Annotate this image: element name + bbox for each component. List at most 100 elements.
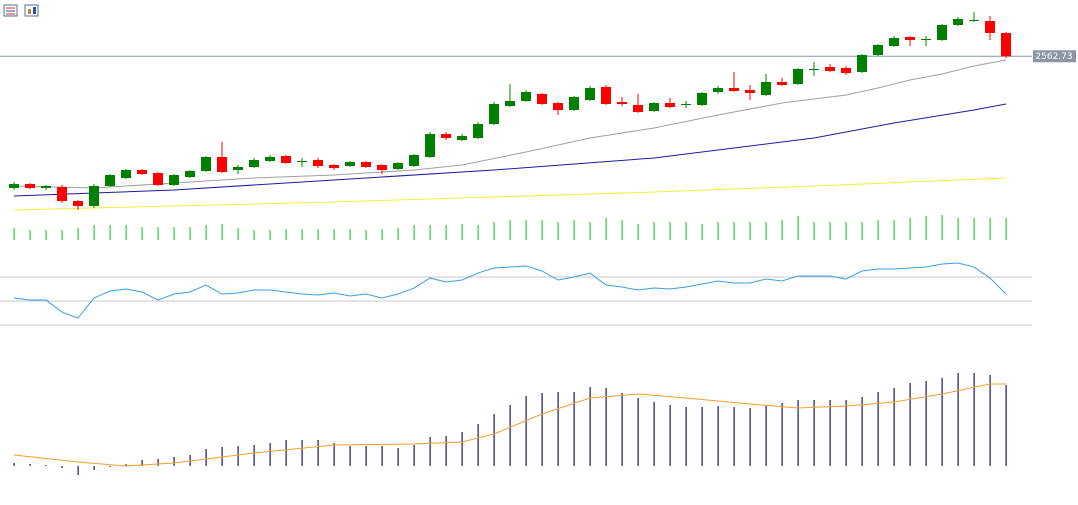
histogram-bar [125,225,127,240]
candle-body [345,162,355,166]
histogram-bar [941,215,943,240]
histogram-bar [717,406,719,466]
histogram-bar [381,446,383,466]
histogram-bar [669,222,671,240]
toolbar-icons[interactable] [3,4,39,17]
histogram-bar [813,400,815,466]
histogram-bar [797,400,799,466]
histogram-bar [381,229,383,240]
histogram-bar [829,400,831,466]
histogram-bar [669,405,671,466]
candle-body [793,69,803,84]
candle-body [9,184,19,188]
icon-detail [33,7,36,14]
candle-body [617,102,627,104]
histogram-bar [413,445,415,466]
histogram-bar [205,225,207,240]
histogram-bar [781,220,783,240]
histogram-bar [157,459,159,466]
histogram-bar [989,218,991,240]
candle-body [89,186,99,206]
histogram-bar [237,446,239,466]
histogram-bar [365,446,367,466]
histogram-bar [349,229,351,240]
histogram-bar [637,398,639,466]
candle-body [41,186,51,188]
histogram-bar [141,227,143,240]
histogram-bar [157,227,159,240]
histogram-bar [733,407,735,466]
histogram-bar [973,373,975,466]
histogram-bar [637,224,639,240]
candle-body [73,201,83,206]
histogram-bar [733,222,735,240]
histogram-bar [1005,385,1007,466]
histogram-bar [429,437,431,466]
histogram-bar [877,220,879,240]
candle-body [745,90,755,93]
candle-body [953,19,963,25]
moving-average [13,59,1007,189]
candle-body [121,170,131,178]
histogram-bar [557,222,559,240]
histogram-bar [461,224,463,240]
candle-body [761,82,771,95]
candle-body [649,103,659,111]
candle-body [489,104,499,124]
candle-body [569,97,579,110]
candle-body [889,38,899,46]
candle-body [713,88,723,92]
candle-body [201,157,211,171]
icon-detail [28,9,31,14]
histogram-bar [61,230,63,240]
candle-body [985,21,995,33]
candle-body [249,160,259,167]
histogram-bar [445,225,447,240]
moving-average [13,103,1007,197]
histogram-bar [317,440,319,466]
icon-chart[interactable] [24,4,39,17]
candle-body [505,101,515,106]
histogram-bar [285,229,287,240]
histogram-bar [557,392,559,466]
histogram-bar [77,228,79,240]
candle-body [665,103,675,107]
histogram-bar [445,436,447,466]
histogram-bar [45,230,47,240]
histogram-bar [941,378,943,466]
candle-body [137,170,147,174]
histogram-bar [333,229,335,240]
candle-body [601,87,611,104]
histogram-bar [493,414,495,466]
candle-body [441,134,451,138]
histogram-bar [525,220,527,240]
histogram-bar [205,449,207,466]
histogram-bar [541,393,543,466]
candle-body [457,136,467,140]
candle-body [873,45,883,55]
histogram-bar [573,220,575,240]
candle-body [393,163,403,169]
histogram-bar [109,466,111,467]
histogram-bar [301,229,303,240]
histogram-bar [189,227,191,240]
histogram-bar [877,392,879,466]
candle-body [937,25,947,40]
histogram-bar [989,375,991,466]
histogram-bar [29,230,31,240]
candle-body [281,156,291,163]
candle-body [297,161,307,162]
histogram-bar [509,220,511,240]
histogram-bar [173,227,175,240]
oscillator-line [13,262,1007,319]
candle-body [265,157,275,161]
histogram-bar [397,448,399,466]
candle-body [233,167,243,170]
candle-body [521,92,531,101]
histogram-bar [701,224,703,240]
candle-body [473,124,483,138]
candle-body [969,20,979,21]
candle-body [105,175,115,186]
histogram-bar [781,403,783,466]
